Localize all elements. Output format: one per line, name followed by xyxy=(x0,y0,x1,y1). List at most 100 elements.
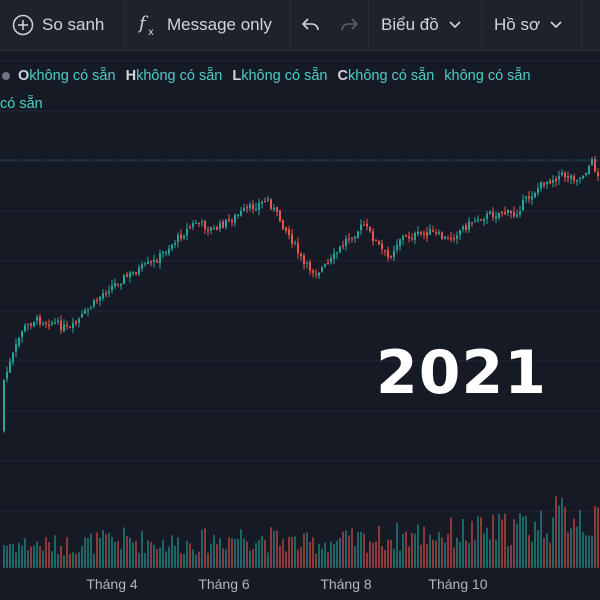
candle-body xyxy=(285,227,287,231)
volume-bar xyxy=(195,554,197,568)
profile-dropdown[interactable]: Hồ sơ xyxy=(482,0,582,50)
volume-bar xyxy=(228,537,230,568)
volume-bar xyxy=(252,549,254,568)
volume-bar xyxy=(33,545,35,568)
candle-body xyxy=(333,253,335,259)
candle-body xyxy=(300,253,302,257)
volume-bar xyxy=(105,534,107,568)
candle-body xyxy=(360,224,362,231)
candle-body xyxy=(243,208,245,211)
volume-bar xyxy=(270,527,272,568)
candle-body xyxy=(438,232,440,234)
compare-button[interactable]: So sanh xyxy=(0,0,125,50)
volume-bar xyxy=(444,542,446,568)
volume-bar xyxy=(168,546,170,568)
volume-bar xyxy=(159,547,161,568)
volume-bar xyxy=(390,539,392,568)
volume-bar xyxy=(417,524,419,568)
candle-body xyxy=(237,214,239,216)
time-axis-label: Tháng 6 xyxy=(198,576,250,592)
volume-bar xyxy=(303,533,305,568)
candle-body xyxy=(6,371,8,379)
candle-body xyxy=(531,196,533,200)
candle-body xyxy=(348,238,350,240)
volume-bar xyxy=(108,532,110,568)
candle-body xyxy=(84,310,86,314)
candle-body xyxy=(228,219,230,221)
candle-body xyxy=(15,344,17,352)
candle-body xyxy=(399,239,401,247)
redo-icon[interactable] xyxy=(339,16,359,34)
chevron-down-icon xyxy=(449,21,461,29)
volume-bar xyxy=(234,538,236,568)
volume-bar xyxy=(405,531,407,568)
volume-bar xyxy=(594,505,596,568)
candle-body xyxy=(429,228,431,235)
open-value: không có sẵn xyxy=(29,68,116,84)
chart-type-dropdown[interactable]: Biểu đồ xyxy=(369,0,482,50)
candle-body xyxy=(369,226,371,232)
candle-body xyxy=(444,236,446,240)
candle-body xyxy=(192,223,194,227)
candle-body xyxy=(60,320,62,330)
candle-body xyxy=(198,222,200,224)
volume-bar xyxy=(474,540,476,568)
candle-body xyxy=(507,210,509,213)
volume-bar xyxy=(126,535,128,568)
volume-bar xyxy=(366,552,368,568)
candle-body xyxy=(48,324,50,326)
volume-bar xyxy=(273,530,275,568)
volume-bar xyxy=(75,553,77,568)
volume-bar xyxy=(522,516,524,568)
volume-bar xyxy=(186,540,188,568)
volume-bar xyxy=(207,552,209,568)
volume-bar xyxy=(576,526,578,568)
volume-bar xyxy=(288,536,290,568)
candle-body xyxy=(549,180,551,184)
candle-body xyxy=(276,206,278,212)
volume-bar xyxy=(243,538,245,568)
candle-body xyxy=(240,211,242,216)
candle-body xyxy=(522,199,524,211)
change-value-wrap: có sẵn xyxy=(0,96,43,112)
volume-bar xyxy=(456,537,458,568)
volume-bar xyxy=(264,539,266,568)
volume-bar xyxy=(183,554,185,568)
time-axis-label: Tháng 8 xyxy=(320,576,372,592)
volume-bar xyxy=(510,545,512,568)
volume-bar xyxy=(177,537,179,568)
candle-body xyxy=(294,242,296,244)
candle-body xyxy=(69,326,71,329)
candle-body xyxy=(141,264,143,269)
time-axis-label: Tháng 4 xyxy=(86,576,138,592)
candle-body xyxy=(87,309,89,311)
volume-bar xyxy=(216,544,218,568)
volume-bar xyxy=(180,553,182,568)
candle-body xyxy=(183,235,185,239)
volume-bar xyxy=(312,537,314,568)
volume-bar xyxy=(39,546,41,568)
candle-body xyxy=(453,238,455,240)
candle-body xyxy=(315,273,317,275)
candle-body xyxy=(279,210,281,222)
candle-body xyxy=(330,258,332,263)
volume-bar xyxy=(9,543,11,568)
volume-bar xyxy=(114,542,116,568)
volume-bar xyxy=(171,535,173,568)
price-chart[interactable] xyxy=(0,51,600,568)
candle-body xyxy=(18,337,20,346)
volume-bar xyxy=(354,546,356,568)
volume-bar xyxy=(501,519,503,568)
volume-bar xyxy=(384,550,386,568)
undo-icon[interactable] xyxy=(301,16,321,34)
volume-bar xyxy=(507,546,509,568)
volume-bar xyxy=(285,551,287,568)
candle-body xyxy=(324,264,326,267)
time-axis[interactable]: Tháng 4 Tháng 6 Tháng 8 Tháng 10 xyxy=(0,568,600,600)
close-key: C xyxy=(337,68,348,84)
candle-body xyxy=(255,208,257,210)
candle-body xyxy=(546,181,548,185)
candle-body xyxy=(441,232,443,239)
